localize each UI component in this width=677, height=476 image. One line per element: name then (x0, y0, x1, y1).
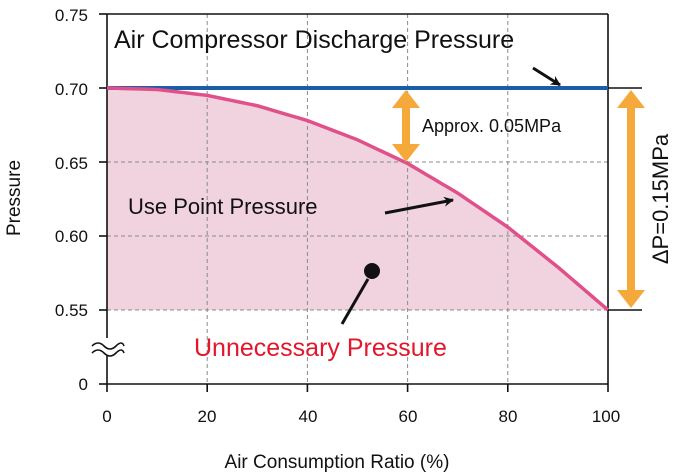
axes (106, 13, 609, 385)
x-tick-label: 60 (399, 407, 418, 426)
unnecessary-pressure-label: Unnecessary Pressure (194, 334, 447, 362)
unnecessary-pressure-area (107, 88, 608, 310)
discharge-pressure-label: Air Compressor Discharge Pressure (114, 26, 514, 54)
x-tick-label: 80 (499, 407, 518, 426)
use-point-pointer-arrow (384, 196, 454, 215)
tick-marks (99, 13, 609, 392)
use-point-pressure-label: Use Point Pressure (128, 194, 318, 219)
x-tick-label: 100 (592, 407, 620, 426)
unnecessary-marker-dot (364, 263, 380, 279)
delta-p-label: ΔP=0.15MPa (648, 133, 673, 264)
discharge-pointer-arrow (532, 66, 561, 87)
axis-break-symbol (90, 338, 126, 357)
x-tick-label: 40 (299, 407, 318, 426)
x-tick-label: 0 (102, 407, 111, 426)
y-axis-label: Pressure (4, 160, 25, 236)
y-tick-label: 0.60 (55, 227, 88, 246)
series-line-use-point (106, 86, 610, 312)
unnecessary-pointer-line (340, 278, 370, 325)
y-tick-label: 0.65 (55, 154, 88, 173)
y-tick-labels: 0 0.55 0.60 0.65 0.70 0.75 (55, 6, 88, 394)
y-tick-label: 0 (79, 375, 88, 394)
x-axis-label: Air Consumption Ratio (%) (225, 452, 450, 473)
x-tick-label: 20 (198, 407, 217, 426)
y-tick-label: 0.55 (55, 301, 88, 320)
approx-label: Approx. 0.05MPa (422, 116, 562, 136)
grid-lines (107, 14, 608, 384)
y-tick-label: 0.70 (55, 80, 88, 99)
x-tick-labels: 0 20 40 60 80 100 (102, 407, 620, 426)
y-tick-label: 0.75 (55, 6, 88, 25)
approx-arrow (392, 90, 420, 162)
delta-arrow (617, 90, 645, 308)
